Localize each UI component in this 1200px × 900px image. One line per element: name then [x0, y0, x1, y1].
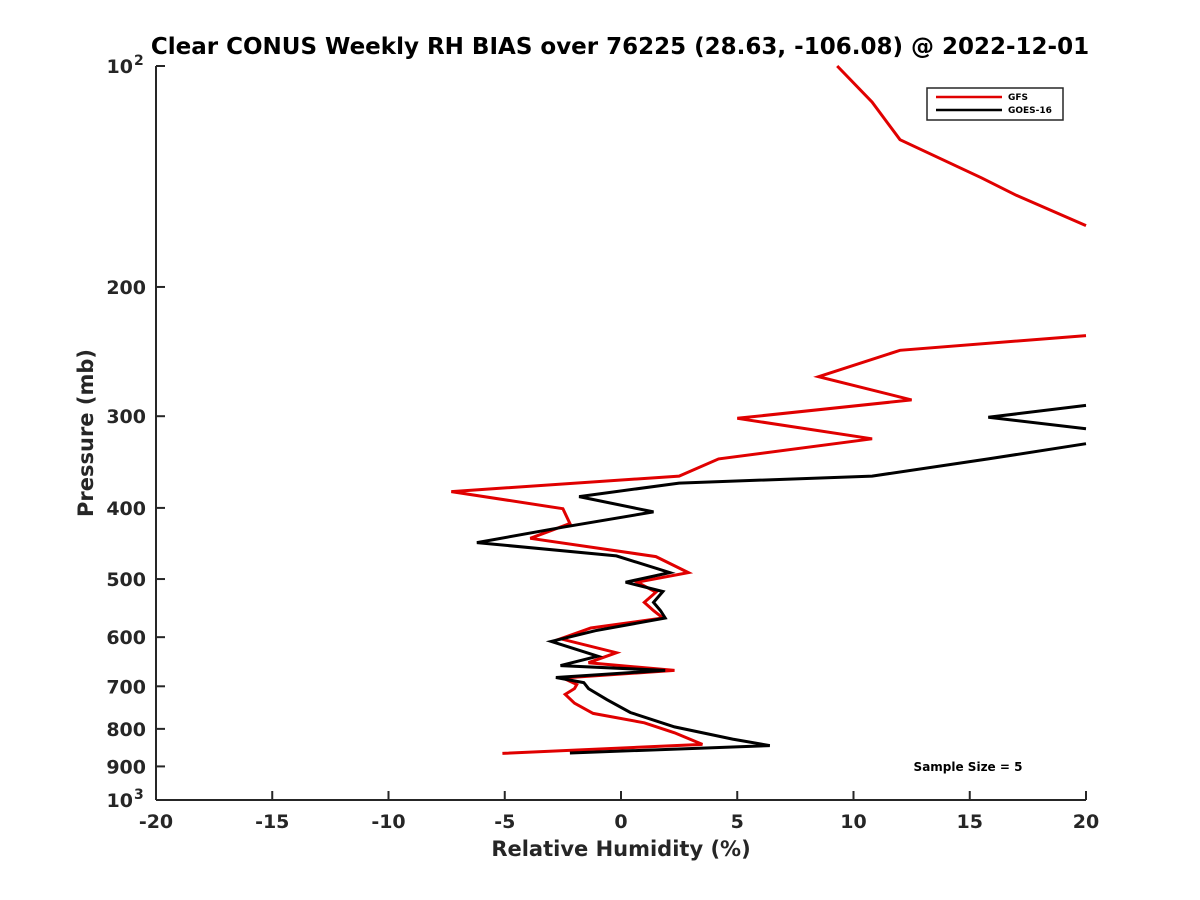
chart-title: Clear CONUS Weekly RH BIAS over 76225 (2… — [151, 34, 1089, 60]
series-line-goes-16-segment-2 — [476, 442, 1087, 755]
y-tick-label: 700 — [106, 676, 146, 698]
y-tick-label: 200 — [106, 277, 146, 299]
y-tick-label: 900 — [106, 756, 146, 778]
y-tick-label-exponent: 2 — [134, 53, 144, 69]
legend-label-goes16: GOES-16 — [1008, 106, 1052, 116]
y-tick-label: 10 — [107, 790, 133, 812]
series-line-gfs-segment-1 — [836, 64, 1087, 227]
sample-size-annotation: Sample Size = 5 — [914, 760, 1023, 774]
y-tick-label: 500 — [106, 569, 146, 591]
y-tick-label: 600 — [106, 627, 146, 649]
x-tick-label: -20 — [139, 811, 173, 833]
legend: GFS GOES-16 — [926, 87, 1064, 121]
y-tick-label: 400 — [106, 498, 146, 520]
series-line-gfs-segment-2 — [451, 334, 1087, 755]
x-tick-label: -5 — [494, 811, 515, 833]
series-line-goes-16-segment-1 — [988, 403, 1087, 431]
y-axis-label: Pressure (mb) — [74, 349, 98, 517]
x-tick-label: 15 — [957, 811, 983, 833]
x-tick-label: 0 — [614, 811, 627, 833]
x-axis-ticks: -20 -15 -10 -5 0 5 10 15 20 — [139, 791, 1099, 833]
x-axis-label: Relative Humidity (%) — [491, 837, 750, 861]
x-tick-label: 10 — [840, 811, 866, 833]
x-tick-label: 20 — [1073, 811, 1099, 833]
x-tick-label: 5 — [731, 811, 744, 833]
legend-label-gfs: GFS — [1008, 93, 1028, 103]
y-tick-label-exponent: 3 — [134, 787, 144, 803]
x-tick-label: -15 — [255, 811, 289, 833]
y-tick-label: 300 — [106, 406, 146, 428]
legend-box — [926, 87, 1064, 121]
x-tick-label: -10 — [371, 811, 405, 833]
y-tick-label: 10 — [107, 56, 133, 78]
y-tick-label: 800 — [106, 719, 146, 741]
